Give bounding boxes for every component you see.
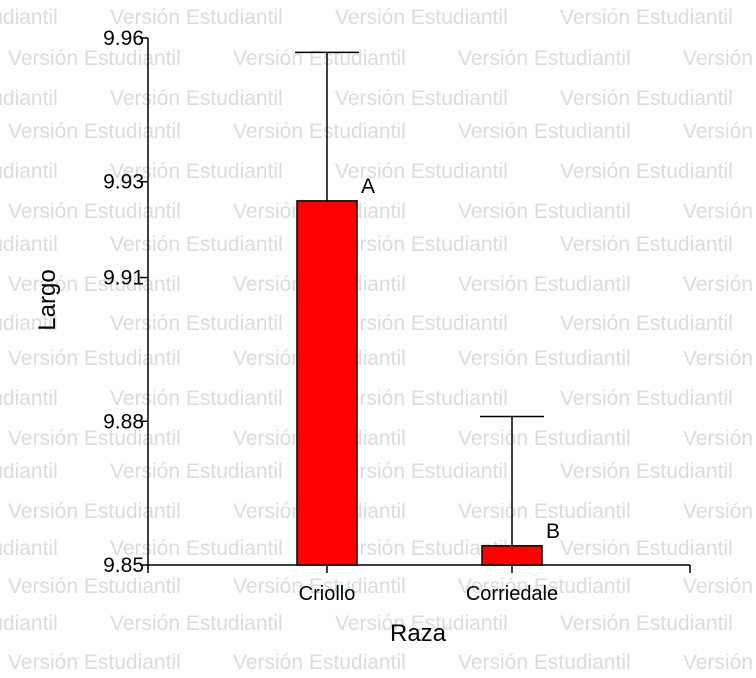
watermark-text: Versión Estudiantil — [110, 160, 283, 183]
watermark-text: Versión Estudiantil — [683, 47, 756, 70]
watermark-layer: Versión Estudiantil Versión Estudiantil Ve… — [0, 6, 756, 674]
watermark-text: Versión Estudiantil — [110, 6, 283, 29]
watermark-text: Versión Estudiantil — [233, 651, 406, 673]
watermark-text: Versión Estudiantil — [0, 312, 58, 335]
watermark-text: Versión Estudiantil — [560, 160, 733, 183]
watermark-text: Versión Estudiantil — [0, 387, 58, 410]
y-axis-title: Largo — [34, 269, 61, 330]
watermark-text: Versión Estudiantil — [683, 500, 756, 523]
watermark-text: Versión Estudiantil — [8, 651, 181, 673]
watermark-text: Versión Estudiantil — [335, 87, 508, 110]
watermark-text: Versión Estudiantil — [233, 47, 406, 70]
watermark-text: Versión Estudiantil — [683, 575, 756, 598]
watermark-text: Versión Estudiantil — [233, 120, 406, 143]
watermark-text: Versión Estudiantil — [335, 312, 508, 335]
watermark-text: Versión Estudiantil — [335, 233, 508, 256]
bar-criollo — [296, 200, 358, 566]
watermark-text: Versión Estudiantil — [8, 347, 181, 370]
watermark-text: Versión Estudiantil — [8, 120, 181, 143]
x-tick-label-criollo: Criollo — [299, 583, 356, 605]
watermark-text: Versión Estudiantil — [458, 120, 631, 143]
watermark-text: Versión Estudiantil — [458, 427, 631, 450]
watermark-text: Versión Estudiantil — [683, 347, 756, 370]
watermark-text: Versión Estudiantil — [233, 575, 406, 598]
watermark-text: Versión Estudiantil — [110, 387, 283, 410]
watermark-text: Versión Estudiantil — [0, 460, 58, 483]
watermark-text: Versión Estudiantil — [110, 460, 283, 483]
watermark-text: Versión Estudiantil — [110, 233, 283, 256]
watermark-text: Versión Estudiantil — [335, 160, 508, 183]
watermark-text: Versión Estudiantil — [110, 87, 283, 110]
watermark-text: Versión Estudiantil — [0, 87, 58, 110]
watermark-text: Versión Estudiantil — [560, 612, 733, 635]
watermark-text: Versión Estudiantil — [458, 651, 631, 673]
watermark-text: Versión Estudiantil — [560, 537, 733, 560]
watermark-text: Versión Estudiantil — [8, 427, 181, 450]
watermark-text: Versión Estudiantil — [560, 387, 733, 410]
axes: 9.85 9.88 9.91 9.93 9.96 Criollo Corriedale — [103, 27, 691, 605]
watermark-text: Versión Estudiantil — [458, 200, 631, 223]
watermark-text: Versión Estudiantil — [560, 87, 733, 110]
bar-corriedale — [481, 545, 543, 566]
watermark-text: Versión Estudiantil — [335, 612, 508, 635]
watermark-text: Versión Estudiantil — [458, 347, 631, 370]
watermark-text: Versión Estudiantil — [458, 500, 631, 523]
x-axis-title: Raza — [390, 620, 447, 647]
y-tick-label: 9.93 — [103, 171, 144, 194]
watermark-text: Versión Estudiantil — [0, 160, 58, 183]
watermark-text: Versión Estudiantil — [8, 273, 181, 296]
watermark-text: Versión Estudiantil — [335, 387, 508, 410]
watermark-text: Versión Estudiantil — [110, 612, 283, 635]
watermark-text: Versión Estudiantil — [0, 612, 58, 635]
watermark-text: Versión Estudiantil — [458, 47, 631, 70]
y-tick-label: 9.91 — [103, 267, 144, 290]
watermark-text: Versión Estudiantil — [683, 120, 756, 143]
watermark-text: Versión Estudiantil — [8, 500, 181, 523]
y-tick-label: 9.88 — [103, 410, 144, 433]
watermark-text: Versión Estudiantil — [560, 312, 733, 335]
watermark-text: Versión Estudiantil — [560, 233, 733, 256]
y-tick-label: 9.96 — [103, 27, 144, 50]
watermark-text: Versión Estudiantil — [335, 537, 508, 560]
watermark-text: Versión Estudiantil — [458, 575, 631, 598]
watermark-text: Versión Estudiantil — [683, 427, 756, 450]
y-tick-label: 9.85 — [103, 554, 144, 577]
watermark-text: Versión Estudiantil — [0, 537, 58, 560]
watermark-text: Versión Estudiantil — [683, 273, 756, 296]
watermark-text: Versión Estudiantil — [335, 6, 508, 29]
watermark-text: Versión Estudiantil — [110, 537, 283, 560]
annotation-corriedale: B — [546, 520, 560, 543]
watermark-text: Versión Estudiantil — [683, 200, 756, 223]
watermark-text: Versión Estudiantil — [683, 651, 756, 673]
watermark-text: Versión Estudiantil — [335, 460, 508, 483]
x-tick-label-corriedale: Corriedale — [466, 583, 558, 605]
watermark-text: Versión Estudiantil — [0, 6, 58, 29]
watermark-text: Versión Estudiantil — [110, 312, 283, 335]
watermark-text: Versión Estudiantil — [8, 47, 181, 70]
annotation-criollo: A — [361, 175, 375, 198]
watermark-text: Versión Estudiantil — [560, 6, 733, 29]
watermark-text: Versión Estudiantil — [8, 200, 181, 223]
watermark-text: Versión Estudiantil — [8, 575, 181, 598]
watermark-text: Versión Estudiantil — [0, 233, 58, 256]
marks: AB — [295, 51, 560, 566]
watermark-text: Versión Estudiantil — [560, 460, 733, 483]
watermark-text: Versión Estudiantil — [458, 273, 631, 296]
